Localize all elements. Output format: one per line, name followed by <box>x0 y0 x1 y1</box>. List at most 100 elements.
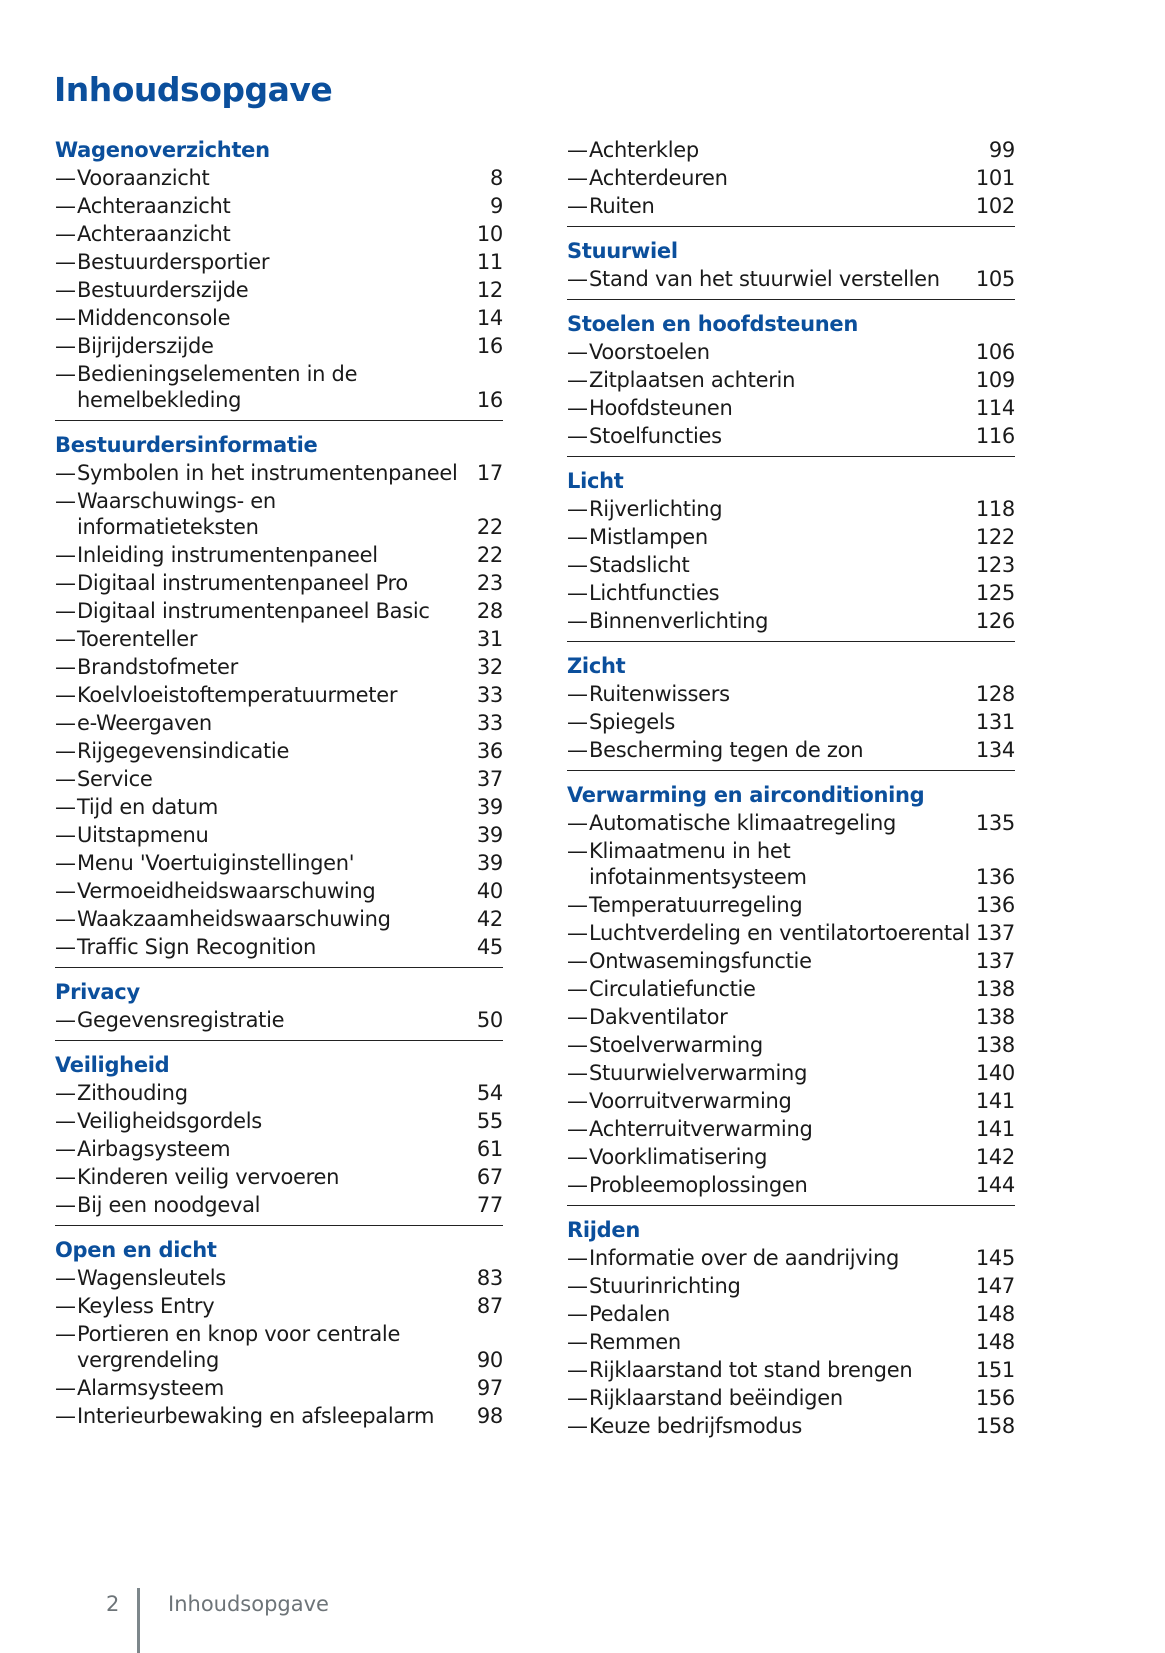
entry-page-number[interactable]: 123 <box>975 553 1015 577</box>
entry-page-number[interactable]: 17 <box>476 461 503 485</box>
toc-entry[interactable]: — Remmen 148 <box>567 1328 1015 1356</box>
entry-page-number[interactable]: 137 <box>975 921 1015 945</box>
entry-page-number[interactable]: 16 <box>476 388 503 412</box>
section-heading[interactable]: Privacy <box>55 980 140 1004</box>
toc-entry[interactable]: — Keuze bedrijfsmodus 158 <box>567 1412 1015 1440</box>
entry-label[interactable]: Achteraanzicht <box>77 194 231 218</box>
entry-label[interactable]: Achterruitverwarming <box>589 1117 813 1141</box>
entry-page-number[interactable]: 55 <box>476 1109 503 1133</box>
entry-page-number[interactable]: 99 <box>988 138 1015 162</box>
toc-entry[interactable]: — Achterklep 99 <box>567 136 1015 164</box>
entry-page-number[interactable]: 32 <box>476 655 503 679</box>
entry-page-number[interactable]: 83 <box>476 1266 503 1290</box>
toc-entry[interactable]: — Service 37 <box>55 765 503 793</box>
toc-entry[interactable]: — Vooraanzicht 8 <box>55 164 503 192</box>
entry-page-number[interactable]: 87 <box>476 1294 503 1318</box>
toc-entry[interactable]: — Stadslicht 123 <box>567 551 1015 579</box>
entry-label[interactable]: Menu 'Voertuiginstellingen' <box>77 851 355 875</box>
entry-label[interactable]: Rijklaarstand tot stand brengen <box>589 1358 913 1382</box>
entry-page-number[interactable]: 105 <box>975 267 1015 291</box>
toc-entry[interactable]: — Luchtverdeling en ventilatortoerental 13… <box>567 919 1015 947</box>
entry-page-number[interactable]: 116 <box>975 424 1015 448</box>
toc-entry[interactable]: — Digitaal instrumentenpaneel Basic 28 <box>55 597 503 625</box>
entry-label[interactable]: Achterklep <box>589 138 699 162</box>
entry-page-number[interactable]: 14 <box>476 306 503 330</box>
entry-label[interactable]: Lichtfuncties <box>589 581 720 605</box>
entry-page-number[interactable]: 8 <box>489 166 503 190</box>
entry-label[interactable]: Veiligheidsgordels <box>77 1109 262 1133</box>
toc-entry[interactable]: — Interieurbewaking en afsleepalarm 98 <box>55 1402 503 1430</box>
toc-entry[interactable]: — Bij een noodgeval 77 <box>55 1191 503 1219</box>
entry-page-number[interactable]: 148 <box>975 1302 1015 1326</box>
entry-page-number[interactable]: 137 <box>975 949 1015 973</box>
toc-entry[interactable]: — Keyless Entry 87 <box>55 1292 503 1320</box>
toc-entry[interactable]: — Bestuurderszijde 12 <box>55 276 503 304</box>
toc-entry[interactable]: — Zithouding 54 <box>55 1079 503 1107</box>
toc-entry[interactable]: — Toerenteller 31 <box>55 625 503 653</box>
entry-label[interactable]: Tijd en datum <box>77 795 219 819</box>
entry-page-number[interactable]: 106 <box>975 340 1015 364</box>
toc-entry[interactable]: — Klimaatmenu in het infotainmentsysteem 1… <box>567 837 1015 891</box>
entry-label[interactable]: Brandstofmeter <box>77 655 238 679</box>
section-heading[interactable]: Bestuurdersinformatie <box>55 433 318 457</box>
entry-label[interactable]: Pedalen <box>589 1302 670 1326</box>
entry-page-number[interactable]: 50 <box>476 1008 503 1032</box>
entry-label[interactable]: Service <box>77 767 153 791</box>
entry-label[interactable]: Stoelfuncties <box>589 424 722 448</box>
toc-entry[interactable]: — Lichtfuncties 125 <box>567 579 1015 607</box>
entry-page-number[interactable]: 131 <box>975 710 1015 734</box>
entry-label[interactable]: Temperatuurregeling <box>589 893 803 917</box>
entry-page-number[interactable]: 36 <box>476 739 503 763</box>
entry-label[interactable]: Digitaal instrumentenpaneel Basic <box>77 599 430 623</box>
entry-label[interactable]: Symbolen in het instrumentenpaneel <box>77 461 458 485</box>
entry-label[interactable]: Voorstoelen <box>589 340 710 364</box>
entry-page-number[interactable]: 77 <box>476 1193 503 1217</box>
section-heading[interactable]: Stuurwiel <box>567 239 678 263</box>
entry-page-number[interactable]: 67 <box>476 1165 503 1189</box>
section-heading[interactable]: Wagenoverzichten <box>55 138 270 162</box>
entry-label[interactable]: Luchtverdeling en ventilatortoerental <box>589 921 970 945</box>
entry-page-number[interactable]: 39 <box>476 795 503 819</box>
toc-entry[interactable]: — Achterdeuren 101 <box>567 164 1015 192</box>
entry-label[interactable]: Voorklimatisering <box>589 1145 768 1169</box>
toc-entry[interactable]: — Bestuurdersportier 11 <box>55 248 503 276</box>
entry-label[interactable]: e-Weergaven <box>77 711 212 735</box>
entry-label[interactable]: Alarmsysteem <box>77 1376 225 1400</box>
entry-page-number[interactable]: 16 <box>476 334 503 358</box>
toc-entry[interactable]: — Wagensleutels 83 <box>55 1264 503 1292</box>
entry-label[interactable]: Gegevensregistratie <box>77 1008 285 1032</box>
entry-page-number[interactable]: 128 <box>975 682 1015 706</box>
entry-label[interactable]: Keyless Entry <box>77 1294 215 1318</box>
entry-label[interactable]: Digitaal instrumentenpaneel Pro <box>77 571 408 595</box>
entry-label[interactable]: Rijverlichting <box>589 497 723 521</box>
entry-page-number[interactable]: 145 <box>975 1246 1015 1270</box>
entry-page-number[interactable]: 148 <box>975 1330 1015 1354</box>
entry-label[interactable]: Zithouding <box>77 1081 188 1105</box>
entry-page-number[interactable]: 141 <box>975 1117 1015 1141</box>
toc-entry[interactable]: — Bedieningselementen in de hemelbekledin… <box>55 360 503 414</box>
entry-label[interactable]: Rijgegevensindicatie <box>77 739 290 763</box>
section-heading[interactable]: Veiligheid <box>55 1053 170 1077</box>
toc-entry[interactable]: — Binnenverlichting 126 <box>567 607 1015 635</box>
toc-entry[interactable]: — Koelvloeistoftemperatuurmeter 33 <box>55 681 503 709</box>
toc-entry[interactable]: — e-Weergaven 33 <box>55 709 503 737</box>
toc-entry[interactable]: — Brandstofmeter 32 <box>55 653 503 681</box>
toc-entry[interactable]: — Stuurwielverwarming 140 <box>567 1059 1015 1087</box>
entry-label[interactable]: Wagensleutels <box>77 1266 226 1290</box>
entry-label[interactable]: Informatie over de aandrijving <box>589 1246 900 1270</box>
entry-label[interactable]: Bijrijderszijde <box>77 334 214 358</box>
entry-page-number[interactable]: 22 <box>476 515 503 539</box>
entry-label[interactable]: Stuurinrichting <box>589 1274 741 1298</box>
entry-label[interactable]: Stuurwielverwarming <box>589 1061 808 1085</box>
toc-entry[interactable]: — Spiegels 131 <box>567 708 1015 736</box>
entry-label[interactable]: Bestuurderszijde <box>77 278 249 302</box>
entry-page-number[interactable]: 61 <box>476 1137 503 1161</box>
entry-page-number[interactable]: 142 <box>975 1145 1015 1169</box>
toc-entry[interactable]: — Traffic Sign Recognition 45 <box>55 933 503 961</box>
entry-page-number[interactable]: 147 <box>975 1274 1015 1298</box>
entry-page-number[interactable]: 135 <box>975 811 1015 835</box>
toc-entry[interactable]: — Menu 'Voertuiginstellingen' 39 <box>55 849 503 877</box>
toc-entry[interactable]: — Symbolen in het instrumentenpaneel 17 <box>55 459 503 487</box>
entry-label[interactable]: Airbagsysteem <box>77 1137 231 1161</box>
entry-label[interactable]: Klimaatmenu in het infotainmentsysteem <box>589 839 807 889</box>
